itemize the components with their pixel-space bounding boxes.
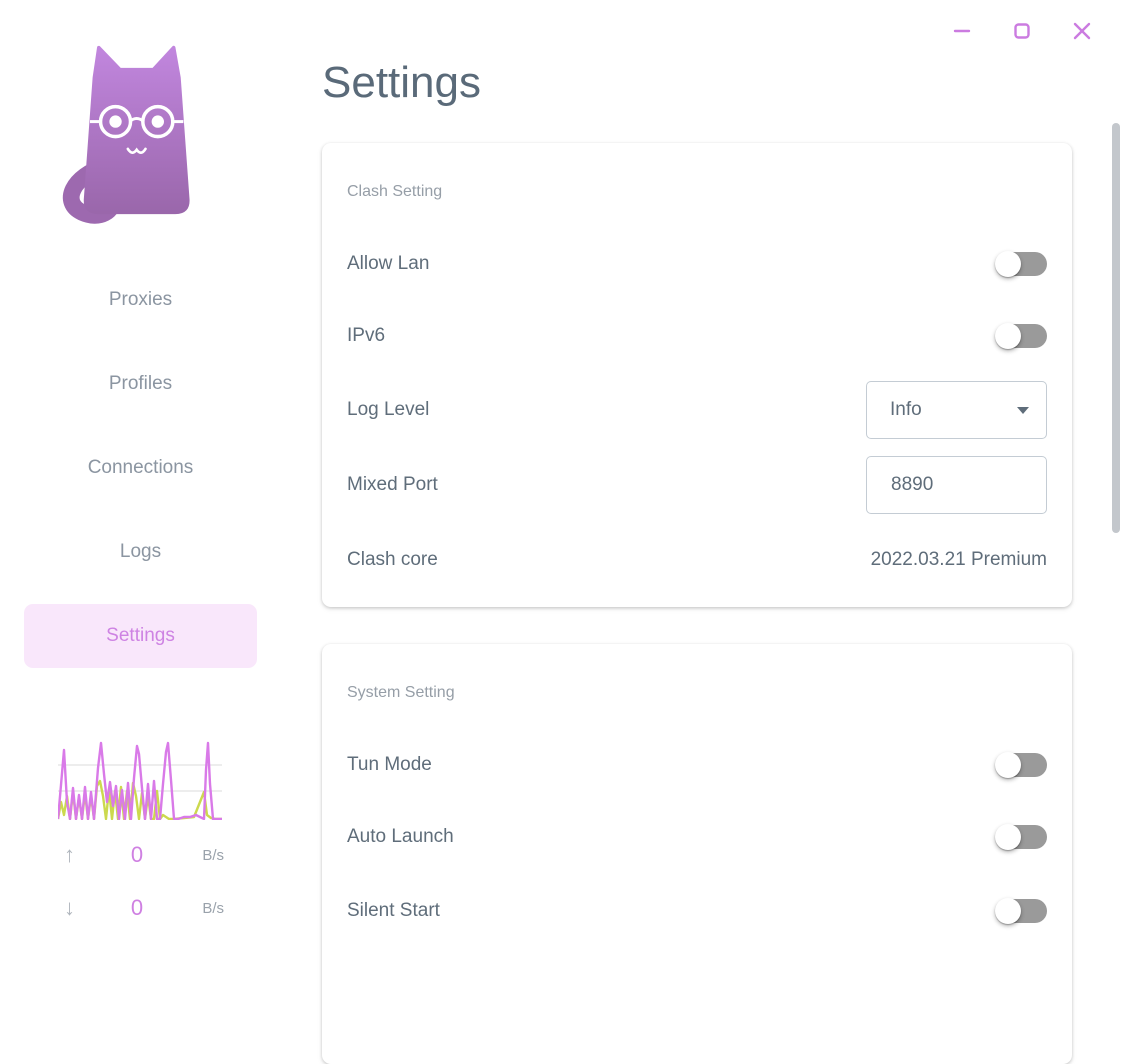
log-level-selected-value: Info	[890, 399, 922, 421]
sidebar-item-logs[interactable]: Logs	[24, 520, 257, 584]
setting-row-silent-start: Silent Start	[347, 882, 1047, 940]
sidebar: Proxies Profiles Connections Logs Settin…	[0, 0, 280, 937]
clash-setting-card: Clash Setting Allow Lan IPv6 Log Level	[322, 143, 1072, 607]
allow-lan-toggle[interactable]	[995, 251, 1047, 277]
toggle-thumb	[995, 898, 1021, 924]
setting-row-allow-lan: Allow Lan	[347, 235, 1047, 293]
setting-row-ipv6: IPv6	[347, 307, 1047, 365]
setting-label: Auto Launch	[347, 826, 454, 848]
upload-speed-unit: B/s	[182, 847, 224, 864]
page-title: Settings	[322, 58, 481, 108]
toggle-thumb	[995, 323, 1021, 349]
sidebar-item-settings[interactable]: Settings	[24, 604, 257, 668]
setting-label: Allow Lan	[347, 253, 429, 275]
sidebar-item-profiles[interactable]: Profiles	[24, 352, 257, 416]
maximize-button[interactable]	[1007, 16, 1037, 46]
sidebar-item-connections[interactable]: Connections	[24, 436, 257, 500]
app-logo-cat-icon	[38, 28, 223, 224]
traffic-download-row: ↓ 0 B/s	[58, 893, 224, 923]
setting-label: Silent Start	[347, 900, 440, 922]
download-speed-unit: B/s	[182, 900, 224, 917]
sidebar-item-proxies[interactable]: Proxies	[24, 268, 257, 332]
chevron-down-icon	[1017, 407, 1029, 414]
log-level-select[interactable]: Info	[866, 381, 1047, 439]
setting-label: Mixed Port	[347, 474, 438, 496]
up-arrow-icon: ↑	[58, 842, 92, 868]
maximize-icon	[1011, 20, 1033, 42]
silent-start-toggle[interactable]	[995, 898, 1047, 924]
setting-row-clash-core: Clash core 2022.03.21 Premium	[347, 531, 1047, 589]
setting-label: Tun Mode	[347, 754, 432, 776]
setting-row-tun-mode: Tun Mode	[347, 736, 1047, 794]
setting-row-mixed-port: Mixed Port	[347, 456, 1047, 514]
toggle-thumb	[995, 752, 1021, 778]
upload-speed-value: 0	[92, 842, 182, 868]
close-icon	[1070, 19, 1094, 43]
section-label: System Setting	[347, 678, 455, 708]
setting-row-auto-launch: Auto Launch	[347, 808, 1047, 866]
system-setting-card: System Setting Tun Mode Auto Launch Sile…	[322, 644, 1072, 1064]
tun-mode-toggle[interactable]	[995, 752, 1047, 778]
auto-launch-toggle[interactable]	[995, 824, 1047, 850]
sidebar-nav: Proxies Profiles Connections Logs Settin…	[24, 268, 257, 668]
close-button[interactable]	[1067, 16, 1097, 46]
download-speed-value: 0	[92, 895, 182, 921]
scrollbar-thumb[interactable]	[1112, 123, 1120, 533]
toggle-thumb	[995, 251, 1021, 277]
setting-label: Log Level	[347, 399, 429, 421]
app-window: Proxies Profiles Connections Logs Settin…	[0, 0, 1124, 937]
down-arrow-icon: ↓	[58, 895, 92, 921]
ipv6-toggle[interactable]	[995, 323, 1047, 349]
clash-core-version: 2022.03.21 Premium	[871, 549, 1047, 571]
toggle-thumb	[995, 824, 1021, 850]
section-label: Clash Setting	[347, 177, 442, 207]
mixed-port-input[interactable]	[866, 456, 1047, 514]
minimize-icon	[951, 20, 973, 42]
traffic-upload-row: ↑ 0 B/s	[58, 840, 224, 870]
traffic-chart	[58, 740, 222, 820]
setting-label: IPv6	[347, 325, 385, 347]
setting-label: Clash core	[347, 549, 438, 571]
setting-row-log-level: Log Level Info	[347, 381, 1047, 439]
minimize-button[interactable]	[947, 16, 977, 46]
